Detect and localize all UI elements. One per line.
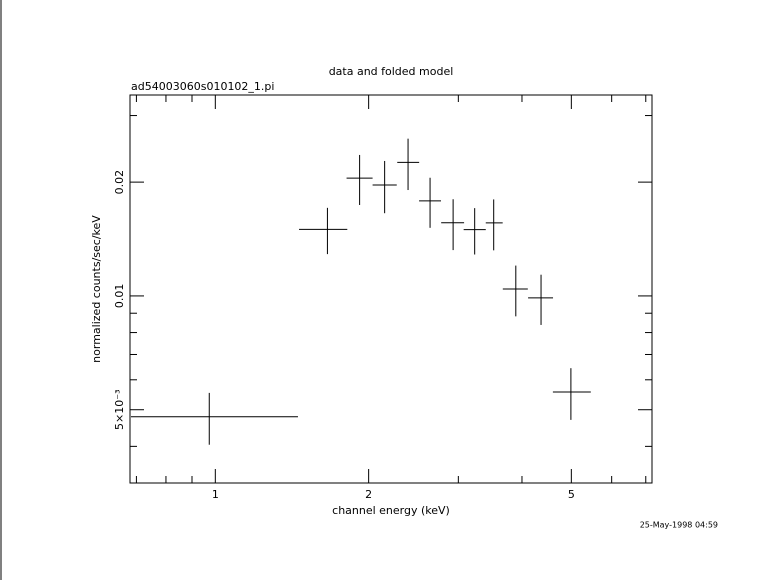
x-tick-label: 2 (365, 488, 372, 501)
y-tick-label: 0.02 (113, 170, 126, 195)
y-tick-label: 5×10⁻³ (113, 390, 126, 430)
chart-title: data and folded model (329, 65, 454, 78)
y-tick-label: 0.01 (113, 284, 126, 309)
timestamp: 25-May-1998 04:59 (640, 521, 718, 530)
x-tick-label: 5 (568, 488, 575, 501)
x-tick-label: 1 (212, 488, 219, 501)
chart-subtitle: ad54003060s010102_1.pi (131, 80, 274, 93)
y-axis-label: normalized counts/sec/keV (90, 215, 103, 363)
x-axis-label: channel energy (keV) (332, 504, 450, 517)
plot-frame (129, 94, 653, 484)
